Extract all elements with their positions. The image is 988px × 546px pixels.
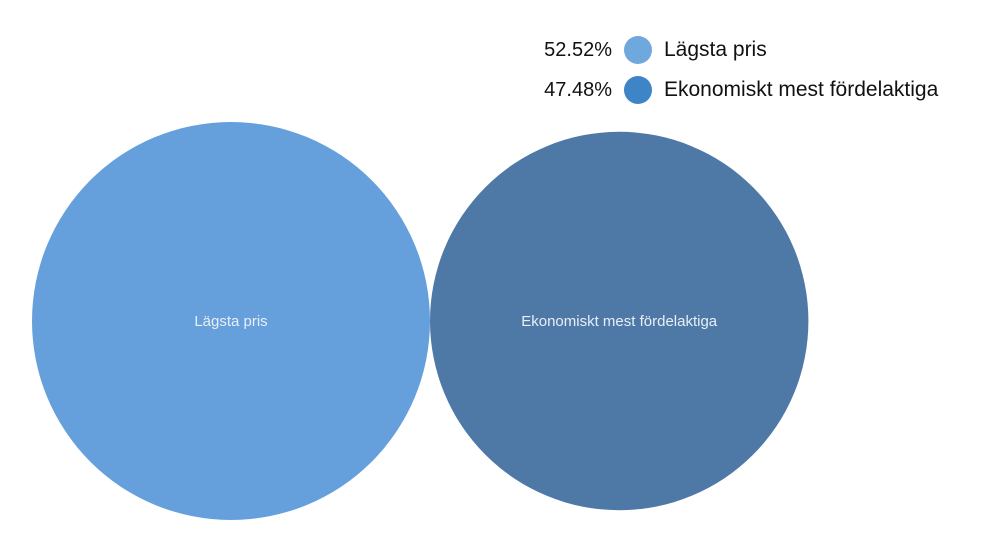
legend-item-lagsta-pris[interactable]: 52.52% Lägsta pris [520,30,938,70]
bubble-1[interactable] [430,131,809,511]
legend: 52.52% Lägsta pris 47.48% Ekonomiskt mes… [520,30,938,110]
legend-dot-icon [624,36,652,64]
bubble-label: Lägsta pris [194,313,267,330]
bubble-label: Ekonomiskt mest fördelaktiga [521,313,718,330]
legend-label: Lägsta pris [664,38,767,61]
bubble-0[interactable] [32,122,430,520]
legend-dot-icon [624,76,652,104]
legend-item-ekonomiskt[interactable]: 47.48% Ekonomiskt mest fördelaktiga [520,70,938,110]
legend-percent: 52.52% [544,38,612,61]
legend-label: Ekonomiskt mest fördelaktiga [664,78,939,101]
legend-percent: 47.48% [544,78,612,101]
